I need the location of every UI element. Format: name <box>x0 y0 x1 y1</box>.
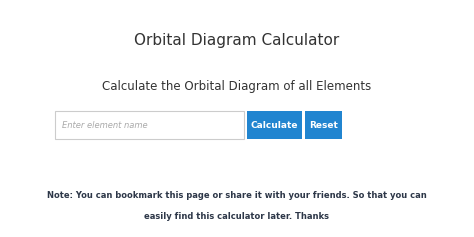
Text: Calculate the Orbital Diagram of all Elements: Calculate the Orbital Diagram of all Ele… <box>102 80 372 93</box>
Text: Note: You can bookmark this page or share it with your friends. So that you can: Note: You can bookmark this page or shar… <box>47 191 427 200</box>
FancyBboxPatch shape <box>305 111 342 139</box>
Text: Calculate: Calculate <box>251 121 299 129</box>
FancyBboxPatch shape <box>247 111 302 139</box>
Text: Reset: Reset <box>309 121 337 129</box>
FancyBboxPatch shape <box>55 111 244 139</box>
Text: easily find this calculator later. Thanks: easily find this calculator later. Thank… <box>145 212 329 221</box>
Text: Orbital Diagram Calculator: Orbital Diagram Calculator <box>134 33 340 48</box>
Text: Enter element name: Enter element name <box>62 121 147 129</box>
